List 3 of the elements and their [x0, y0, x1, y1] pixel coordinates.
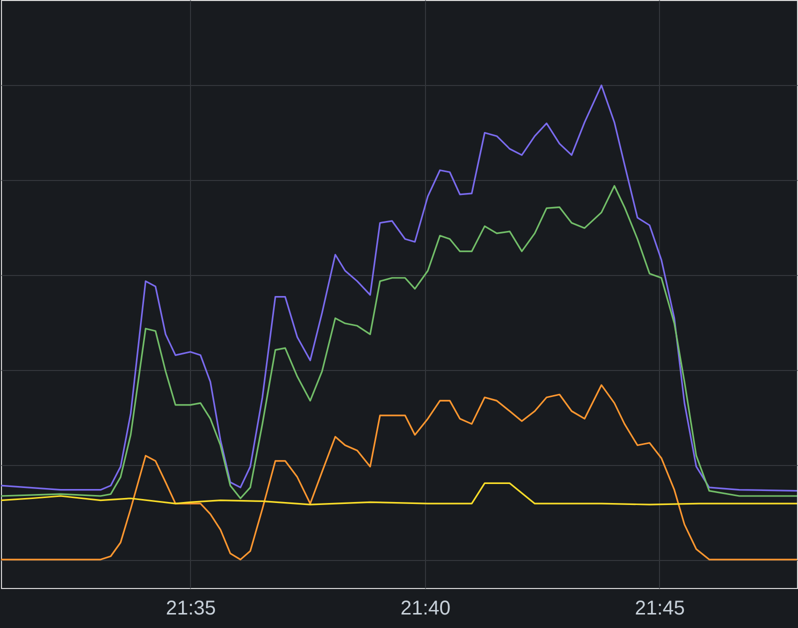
- x-tick-label: 21:35: [166, 598, 216, 620]
- x-tick-label: 21:45: [634, 598, 685, 620]
- x-tick-label: 21:40: [400, 598, 451, 620]
